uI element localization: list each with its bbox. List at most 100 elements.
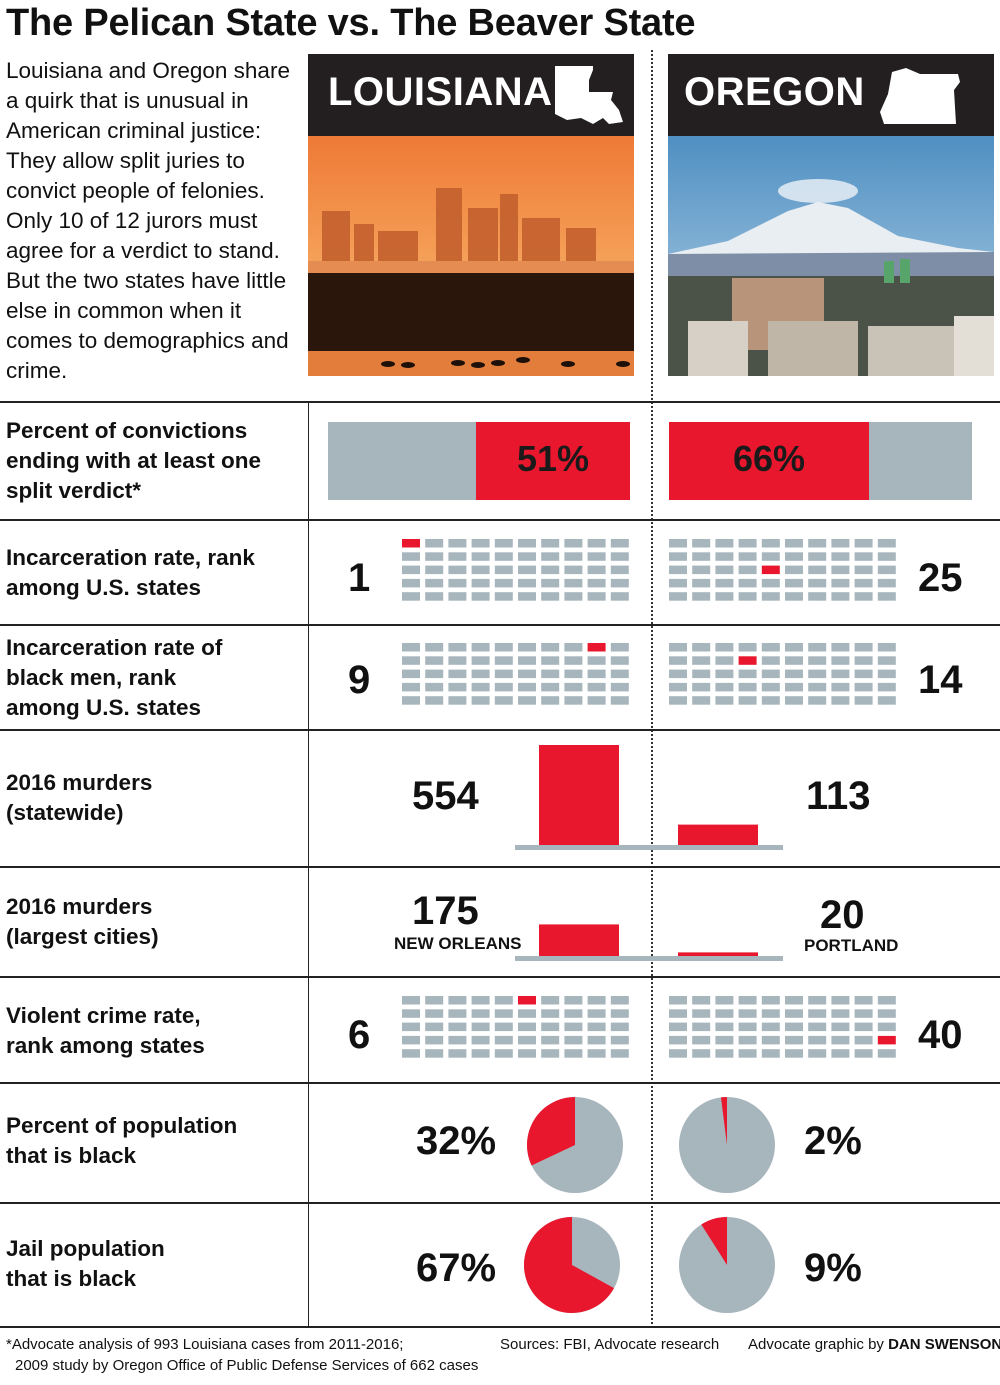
row-label-black-population: Percent of population that is black [6, 1113, 238, 1168]
rank-square [877, 552, 896, 561]
rank-square [738, 669, 757, 679]
rank-square [494, 565, 513, 575]
rank-square [471, 669, 490, 679]
rank-square [808, 656, 827, 665]
row-label-murders-cities: 2016 murders (largest cities) [6, 894, 159, 949]
rank-square [541, 696, 560, 705]
rank-square [669, 565, 687, 575]
rank-square [669, 996, 687, 1005]
rank-square [425, 643, 444, 652]
rank-square [785, 656, 803, 665]
rank-square [738, 592, 757, 601]
rank-square [785, 1035, 803, 1045]
rank-square [715, 643, 734, 652]
rank-square [494, 1009, 513, 1018]
louisiana-incarceration-rank-grid [402, 539, 629, 601]
rank-square [587, 669, 606, 679]
row-label-split-verdict: Percent of convictions ending with at le… [6, 418, 262, 503]
rank-square [854, 643, 873, 652]
rank-square [518, 539, 536, 548]
oregon-rank-marker [738, 656, 757, 665]
oregon-photo [668, 136, 994, 376]
rank-square [587, 552, 606, 561]
rank-square [692, 996, 711, 1005]
louisiana-murders-statewide: 554 [412, 774, 479, 818]
oregon-pie-slice [720, 1097, 727, 1145]
rank-square [692, 1022, 711, 1032]
rank-square [761, 696, 780, 705]
rank-square [877, 643, 896, 652]
rank-square [808, 643, 827, 652]
rank-square [854, 656, 873, 665]
rank-square [494, 696, 513, 705]
rank-square [564, 1049, 583, 1058]
rank-square [808, 539, 827, 548]
footnote-line-1: *Advocate analysis of 993 Louisiana case… [6, 1336, 404, 1353]
rank-square [471, 592, 490, 601]
rank-square [692, 643, 711, 652]
rank-square [785, 669, 803, 679]
rank-square [610, 696, 629, 705]
rank-square [785, 539, 803, 548]
rank-square [738, 643, 757, 652]
rank-square [494, 669, 513, 679]
murders-statewide-columns [515, 745, 783, 850]
rank-square [494, 578, 513, 588]
louisiana-incarceration-rank: 1 [348, 556, 371, 600]
rank-square [425, 539, 444, 548]
rank-square [610, 1035, 629, 1045]
rank-square [854, 578, 873, 588]
rank-square [738, 1035, 757, 1045]
rank-square [877, 565, 896, 575]
rank-square [610, 669, 629, 679]
rank-square [831, 696, 850, 705]
rank-square [587, 1009, 606, 1018]
rank-square [831, 682, 850, 692]
rank-square [610, 1009, 629, 1018]
rank-square [448, 565, 467, 575]
rank-square [518, 669, 536, 679]
rank-square [425, 669, 444, 679]
rank-square [587, 1035, 606, 1045]
rank-square [831, 669, 850, 679]
oregon-incarceration-rank: 25 [918, 556, 963, 600]
rank-square [715, 1009, 734, 1018]
oregon-black-population-pie [679, 1097, 775, 1193]
row-divider [0, 1326, 1000, 1328]
louisiana-split-verdict-value: 51% [516, 438, 589, 479]
rank-square [402, 643, 420, 652]
rank-square [610, 552, 629, 561]
rank-square [831, 1009, 850, 1018]
rank-square [402, 1022, 420, 1032]
rank-square [541, 643, 560, 652]
rank-square [518, 1022, 536, 1032]
rank-square [877, 996, 896, 1005]
rank-square [541, 1035, 560, 1045]
rank-square [808, 1022, 827, 1032]
rank-square [471, 643, 490, 652]
oregon-murders-statewide: 113 [806, 774, 871, 818]
rank-square [587, 682, 606, 692]
rank-square [715, 656, 734, 665]
louisiana-black-population-value: 32% [416, 1119, 497, 1163]
louisiana-rank-marker [518, 996, 536, 1005]
rank-square [808, 1049, 827, 1058]
rank-square [669, 656, 687, 665]
oregon-black-men-rank: 14 [918, 658, 963, 702]
oregon-black-population-value: 2% [804, 1119, 862, 1163]
rank-square [448, 1035, 467, 1045]
rank-square [785, 1022, 803, 1032]
rank-square [610, 539, 629, 548]
rank-square [669, 1035, 687, 1045]
murders-cities-columns [515, 924, 783, 961]
row-divider [0, 729, 1000, 731]
oregon-split-verdict-fill [669, 422, 869, 500]
louisiana-split-verdict-fill [475, 422, 630, 500]
rank-square [669, 1009, 687, 1018]
rank-square [610, 1022, 629, 1032]
sources: Sources: FBI, Advocate research [500, 1336, 720, 1353]
rank-square [448, 656, 467, 665]
credit: Advocate graphic by DAN SWENSON [748, 1334, 1000, 1356]
rank-square [877, 1022, 896, 1032]
